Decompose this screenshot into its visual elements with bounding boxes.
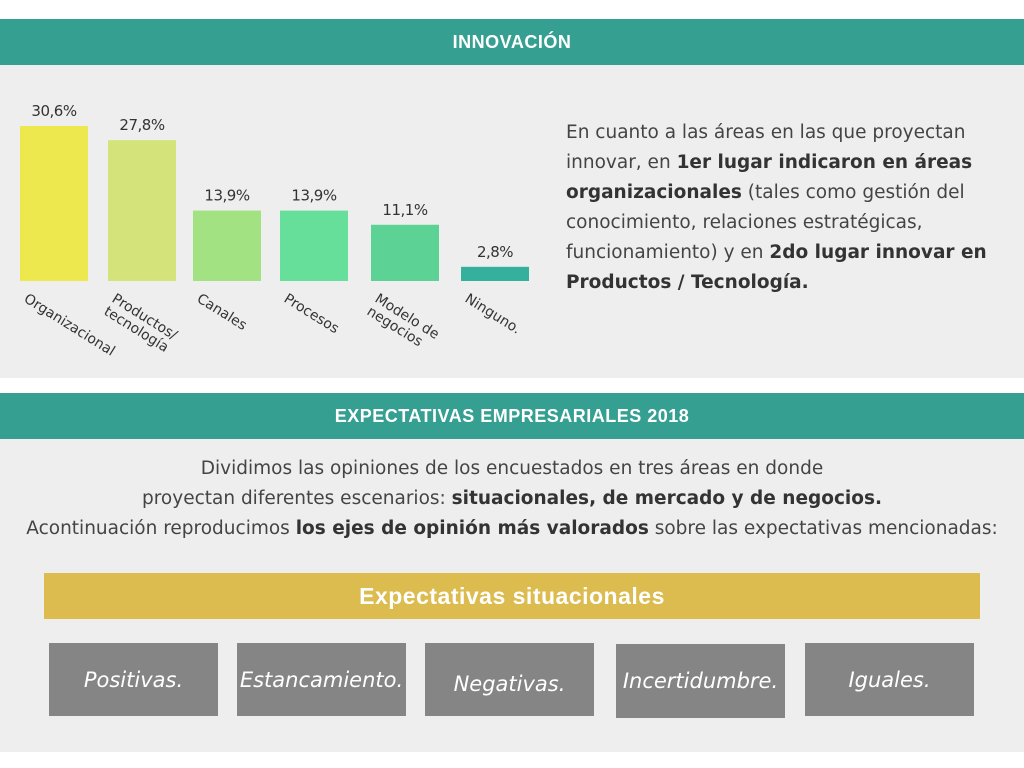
- expectativa-iguales-box: Iguales.: [805, 643, 974, 716]
- expectativa-label: Iguales.: [848, 667, 931, 692]
- value-labels-group: 30,6% 27,8% 13,9% 13,9% 11,1% 2,8%: [31, 102, 513, 261]
- category-label: Modelo denegocios: [364, 291, 442, 356]
- category-label-line: Canales: [194, 291, 250, 334]
- expectativa-label: Positivas.: [83, 667, 184, 692]
- intro-line-1-text: Dividimos las opiniones de los encuestad…: [200, 458, 824, 479]
- bar-5: [461, 266, 529, 281]
- bar-value-label: 27,8%: [119, 116, 164, 134]
- expectativas-intro: Dividimos las opiniones de los encuestad…: [0, 454, 1024, 544]
- expectativa-label: Estancamiento.: [239, 667, 404, 692]
- category-label-line: Procesos: [281, 291, 342, 337]
- bar-value-label: 13,9%: [291, 187, 336, 205]
- bar-2: [193, 210, 261, 281]
- bar-4: [371, 224, 439, 281]
- innovacion-text-part2: (tales como gestión del conocimiento, re…: [566, 182, 965, 263]
- category-label: Canales: [194, 291, 250, 334]
- category-label: Organizacional: [21, 291, 118, 360]
- expectativas-situacionales-header: Expectativas situacionales: [44, 573, 980, 619]
- bar-0: [20, 126, 88, 281]
- expectativa-estancamiento-box: Estancamiento.: [237, 643, 406, 716]
- intro-line-2-bold: situacionales, de mercado y de negocios.: [451, 488, 883, 509]
- intro-line-2: proyectan diferentes escenarios: situaci…: [0, 484, 1024, 514]
- intro-line-3-text-a: Acontinuación reproducimos: [26, 518, 296, 539]
- innovacion-description: En cuanto a las áreas en las que proyect…: [566, 118, 1006, 298]
- expectativa-label: Incertidumbre.: [622, 669, 779, 693]
- intro-line-1: Dividimos las opiniones de los encuestad…: [0, 454, 1024, 484]
- expectativa-positivas-box: Positivas.: [49, 643, 218, 716]
- bar-value-label: 11,1%: [382, 201, 427, 219]
- intro-line-3-text-c: sobre las expectativas mencionadas:: [648, 518, 998, 539]
- bar-value-label: 2,8%: [477, 243, 513, 261]
- expectativa-negativas-box: Negativas.: [425, 643, 594, 716]
- bar-1: [108, 140, 176, 281]
- innovacion-title: INNOVACIÓN: [452, 31, 572, 52]
- expectativa-incertidumbre-box: Incertidumbre.: [616, 644, 785, 718]
- intro-line-3-bold: los ejes de opinión más valorados: [295, 518, 649, 539]
- expectativas-banner: EXPECTATIVAS EMPRESARIALES 2018: [0, 393, 1024, 439]
- intro-line-3: Acontinuación reproducimos los ejes de o…: [0, 514, 1024, 544]
- bar-3: [280, 210, 348, 281]
- section-title: Expectativas situacionales: [359, 582, 665, 609]
- category-label: Procesos: [281, 291, 342, 337]
- innovacion-text-bold1: 1er lugar indicaron en áreas organizacio…: [566, 152, 973, 203]
- category-label: Ninguno.: [462, 291, 524, 338]
- innovacion-bar-chart: 30,6% 27,8% 13,9% 13,9% 11,1% 2,8% Organizaci…: [20, 102, 529, 360]
- bars-group: [20, 126, 529, 281]
- bar-value-label: 30,6%: [31, 102, 76, 120]
- expectativas-title: EXPECTATIVAS EMPRESARIALES 2018: [334, 405, 690, 426]
- category-label-line: Organizacional: [21, 291, 118, 360]
- category-label-line: Ninguno.: [462, 291, 524, 338]
- expectativa-label: Negativas.: [453, 671, 566, 696]
- bar-value-label: 13,9%: [204, 187, 249, 205]
- innovacion-banner: INNOVACIÓN: [0, 19, 1024, 65]
- intro-line-2-text: proyectan diferentes escenarios:: [141, 488, 452, 509]
- innovacion-text-part1: En cuanto a las áreas en las que proyect…: [566, 122, 966, 173]
- innovacion-text-bold2: 2do lugar innovar en Productos / Tecnolo…: [566, 242, 987, 293]
